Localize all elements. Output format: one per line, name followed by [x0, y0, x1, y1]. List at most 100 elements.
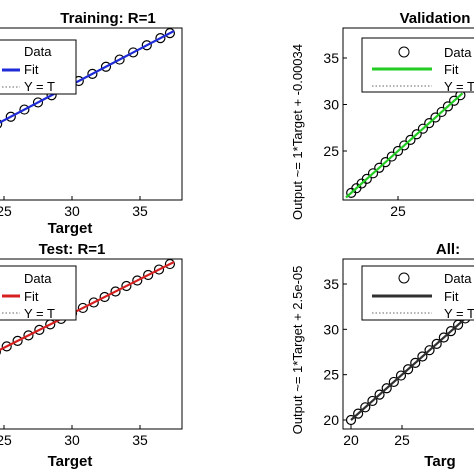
validation-data-point: [430, 112, 441, 123]
all-x-tick-label: 20: [343, 432, 359, 448]
validation-legend-data: Data: [444, 45, 472, 60]
test-data-point: [23, 330, 34, 341]
all-data-point: [445, 326, 457, 337]
training-data-point: [114, 54, 125, 65]
all-data-point: [417, 351, 428, 362]
validation-legend-box: [361, 37, 474, 93]
all-data-point: [424, 345, 435, 356]
test-legend-box: [0, 265, 77, 321]
validation-ticks: 25 25 30 35: [323, 50, 406, 219]
all-data-point: [381, 383, 392, 394]
all-y-tick-label: 30: [323, 321, 339, 337]
validation-data-point: [405, 134, 416, 145]
test-data-point: [153, 264, 165, 275]
training-data-point: [164, 28, 176, 39]
all-legend-data: Data: [444, 271, 472, 286]
validation-data-point: [392, 145, 404, 157]
test-x-tick-label: 35: [132, 432, 148, 448]
test-legend: Data Fit Y = T: [0, 265, 77, 321]
training-data-point: [141, 40, 152, 51]
training-x-ticks: 25 30 35: [0, 196, 148, 219]
validation-marks: [345, 90, 466, 199]
test-data-point: [99, 291, 110, 303]
training-data-point: [155, 33, 166, 44]
test-legend-fit: Fit: [24, 289, 39, 304]
validation-legend-yt: Y = T: [444, 79, 474, 94]
validation-data-point: [361, 173, 372, 184]
validation-legend-data-marker: [398, 46, 410, 58]
test-legend-data: Data: [24, 271, 52, 286]
all-legend: Data Fit Y = T: [361, 265, 474, 321]
all-x-label: Targ: [424, 453, 455, 470]
all-panel: All: 20 25 20 25 30 35 Targ Output ~= 1*Targe…: [290, 241, 474, 470]
training-data-point: [19, 104, 30, 115]
validation-legend: Data Fit Y = T: [361, 37, 474, 94]
training-data-point: [87, 68, 98, 79]
all-data-point: [431, 338, 442, 349]
test-data-point: [12, 335, 23, 346]
validation-data-point: [442, 101, 454, 112]
test-x-tick-label: 30: [64, 432, 80, 448]
test-panel: Test: R=1 25 30 35 Target Data Fit Y = T: [0, 241, 183, 470]
all-y-tick-label: 35: [323, 276, 339, 292]
validation-data-point: [436, 106, 447, 118]
test-x-ticks: 25 30 35: [0, 425, 148, 448]
training-legend: Data Fit Y = T: [0, 39, 77, 95]
all-data-point: [395, 370, 407, 381]
validation-data-point: [367, 168, 379, 179]
all-fit-line: [350, 309, 474, 421]
training-x-tick-label: 25: [0, 203, 12, 219]
training-x-tick-label: 30: [64, 203, 80, 219]
training-data-point: [128, 47, 139, 58]
test-data-point: [77, 302, 88, 314]
validation-x-tick-label: 25: [390, 203, 406, 219]
all-data-point: [360, 402, 371, 413]
training-x-tick-label: 35: [132, 203, 148, 219]
validation-y-tick-label: 25: [323, 143, 339, 159]
test-legend-yt: Y = T: [24, 306, 55, 321]
validation-legend-fit: Fit: [444, 62, 459, 77]
test-data-point: [34, 324, 45, 335]
test-title: Test: R=1: [39, 241, 106, 258]
all-legend-data-marker: [398, 272, 410, 284]
validation-fit-line: [345, 92, 464, 199]
validation-data-point: [399, 140, 410, 151]
validation-panel: Validation 25 25 30 35 Output ~= 1*Target +…: [290, 10, 474, 220]
all-data-point: [374, 389, 385, 400]
test-data-point: [164, 259, 176, 270]
training-data-point: [100, 61, 112, 72]
test-fit-line: [0, 261, 175, 351]
training-legend-box: [0, 39, 77, 95]
validation-y-tick-label: 30: [323, 97, 339, 113]
all-legend-fit: Fit: [444, 289, 459, 304]
all-ticks: 20 25 20 25 30 35: [323, 276, 410, 448]
all-title: All:: [436, 241, 460, 258]
training-data-point: [5, 111, 16, 122]
all-y-label: Output ~= 1*Target + 2.5e-05: [290, 266, 305, 435]
validation-data-point: [380, 157, 391, 168]
training-legend-yt: Y = T: [24, 79, 55, 94]
test-data-point: [1, 341, 12, 352]
validation-y-label: Output ~= 1*Target + -0.00034: [290, 44, 305, 220]
validation-data-point: [417, 123, 429, 134]
all-x-tick-label: 25: [394, 432, 410, 448]
validation-data-point: [374, 162, 385, 173]
validation-title: Validation: [400, 10, 471, 27]
all-data-point: [367, 395, 378, 407]
all-legend-box: [361, 265, 474, 321]
all-y-tick-label: 20: [323, 412, 339, 428]
validation-data-point: [386, 151, 397, 162]
test-data-point: [121, 280, 132, 292]
validation-data-point: [449, 95, 460, 106]
training-data-point: [0, 119, 3, 129]
test-x-tick-label: 25: [0, 432, 12, 448]
validation-data-point: [424, 117, 435, 129]
test-data-point: [132, 275, 143, 286]
test-data-point: [143, 269, 154, 281]
all-y-tick-label: 25: [323, 367, 339, 383]
all-data-point: [388, 376, 399, 388]
training-panel: Training: R=1 25 30 35 Target Data Fit Y =…: [0, 10, 183, 237]
validation-data-point: [411, 129, 422, 140]
all-data-point: [438, 332, 449, 343]
